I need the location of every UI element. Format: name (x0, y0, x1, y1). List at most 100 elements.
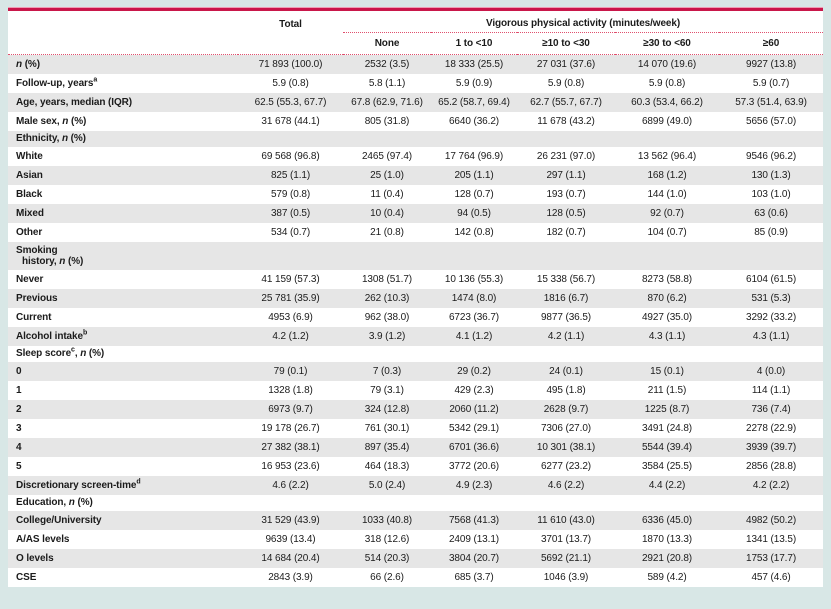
cell-value: 10 301 (38.1) (536, 441, 596, 453)
row-label: O levels (16, 552, 54, 564)
cell-value: 1328 (1.8) (268, 384, 313, 396)
cell-value: 5.9 (0.8) (648, 77, 686, 89)
cell-value: 62.5 (55.3, 67.7) (254, 96, 327, 108)
cell-value: 761 (30.1) (364, 422, 410, 434)
column-header: None (343, 32, 431, 55)
cell-value: 142 (0.8) (454, 226, 494, 238)
cell-value: 1474 (8.0) (451, 292, 497, 304)
cell-value: 429 (2.3) (454, 384, 494, 396)
section-row: Smoking history, n (%) (8, 242, 824, 270)
cell-value: 3701 (13.7) (540, 533, 592, 545)
cell-value: 8273 (58.8) (641, 273, 693, 285)
header-spacer (8, 11, 238, 33)
row-label: 2 (16, 403, 22, 415)
cell-value: 71 893 (100.0) (258, 58, 323, 70)
row-label: Mixed (16, 207, 44, 219)
row-label: 5 (16, 460, 22, 472)
section-row: Education, n (%) (8, 495, 823, 511)
cell-value: 534 (0.7) (270, 226, 311, 238)
table-row: Mixed 387 (0.5) 10 (0.4) 94 (0.5) 128 (0.5) 9… (8, 204, 824, 223)
table-row: Age, years, median (IQR) 62.5 (55.3, 67.7… (8, 93, 824, 112)
cell-value: 5.8 (1.1) (368, 77, 406, 89)
cell-value: 182 (0.7) (546, 226, 586, 238)
header-row-group: Total Vigorous physical activity (minute… (8, 11, 824, 33)
cell-value: 10 (0.4) (370, 207, 404, 219)
cell-value: 1033 (40.8) (361, 514, 413, 526)
cell-value: 962 (38.0) (364, 311, 410, 323)
cell-value: 9927 (13.8) (746, 58, 797, 70)
cell-value: 5692 (21.1) (540, 552, 592, 564)
cell-value: 103 (1.0) (751, 188, 791, 200)
cell-value: 3491 (24.8) (641, 422, 693, 434)
cell-value: 128 (0.7) (454, 188, 494, 200)
row-label: CSE (16, 571, 37, 583)
cell-value: 897 (35.4) (364, 441, 410, 453)
cell-value: 5.0 (2.4) (368, 479, 406, 491)
cell-value: 67.8 (62.9, 71.6) (351, 96, 423, 108)
cell-value: 1341 (13.5) (746, 533, 797, 545)
table-row: Other 534 (0.7) 21 (0.8) 142 (0.8) 182 (0.7)… (8, 223, 823, 242)
table-row: 5 16 953 (23.6) 464 (18.3) 3772 (20.6) 6277 … (8, 457, 823, 476)
row-label: Alcohol intakeb (16, 329, 88, 342)
cell-value: 63 (0.6) (754, 207, 788, 219)
cell-value: 579 (0.8) (270, 188, 311, 200)
cell-value: 9877 (36.5) (540, 311, 592, 323)
cell-value: 11 (0.4) (370, 188, 404, 200)
cell-value: 2628 (9.7) (543, 403, 589, 415)
cell-value: 168 (1.2) (647, 169, 687, 181)
cell-value: 85 (0.9) (754, 226, 788, 238)
cell-value: 25 781 (35.9) (261, 292, 320, 304)
row-label: A/AS levels (16, 533, 70, 545)
cell-value: 60.3 (53.4, 66.2) (631, 96, 703, 108)
table-row: Male sex, n (%) 31 678 (44.1) 805 (31.8) 66… (8, 112, 823, 131)
cell-value: 6104 (61.5) (746, 273, 797, 285)
cell-value: 4982 (50.2) (746, 514, 797, 526)
cell-value: 29 (0.2) (457, 365, 491, 377)
cell-value: 128 (0.5) (546, 207, 586, 219)
table-row: Discretionary screen-timed 4.6 (2.2) 5.0 (… (8, 476, 824, 495)
cell-value: 318 (12.6) (364, 533, 410, 545)
header-spacer (238, 32, 343, 55)
cell-value: 4953 (6.9) (268, 311, 313, 323)
cell-value: 4 (0.0) (756, 365, 786, 377)
cell-value: 7568 (41.3) (448, 514, 500, 526)
cell-value: 7306 (27.0) (540, 422, 592, 434)
cell-value: 805 (31.8) (364, 115, 410, 127)
row-label: College/University (16, 514, 102, 526)
cell-value: 5.9 (0.9) (455, 77, 493, 89)
page: Total Vigorous physical activity (minute… (8, 7, 824, 587)
table-row: 2 6973 (9.7) 324 (12.8) 2060 (11.2) 2628 (9.… (8, 400, 824, 419)
table-row: n (%) 71 893 (100.0) 2532 (3.5) 18 333 (25.… (8, 54, 824, 74)
cell-value: 13 562 (96.4) (637, 150, 697, 162)
cell-value: 10 136 (55.3) (444, 273, 504, 285)
cell-value: 26 231 (97.0) (536, 150, 596, 162)
cell-value: 1225 (8.7) (644, 403, 690, 415)
column-group-header: Vigorous physical activity (minutes/week… (343, 11, 824, 33)
cell-value: 2921 (20.8) (641, 552, 693, 564)
cell-value: 114 (1.1) (751, 384, 791, 396)
cell-value: 24 (0.1) (549, 365, 583, 377)
cell-value: 6336 (45.0) (641, 514, 693, 526)
cell-value: 31 678 (44.1) (261, 115, 320, 127)
header-spacer (8, 32, 238, 55)
cell-value: 193 (0.7) (546, 188, 586, 200)
cell-value: 21 (0.8) (370, 226, 404, 238)
row-label: 0 (16, 365, 22, 377)
cell-value: 7 (0.3) (372, 365, 402, 377)
cell-value: 130 (1.3) (751, 169, 791, 181)
cell-value: 79 (0.1) (273, 365, 308, 377)
cell-value: 4.4 (2.2) (648, 479, 686, 491)
cell-value: 736 (7.4) (751, 403, 791, 415)
cell-value: 514 (20.3) (364, 552, 410, 564)
row-label: Current (16, 311, 52, 323)
cell-value: 2278 (22.9) (746, 422, 797, 434)
row-label: Male sex, n (%) (16, 115, 87, 127)
cell-value: 1870 (13.3) (641, 533, 693, 545)
table-row: Follow-up, yearsa 5.9 (0.8) 5.8 (1.1) 5.9 (… (8, 74, 823, 93)
cell-value: 387 (0.5) (270, 207, 311, 219)
cell-value: 3292 (33.2) (746, 311, 797, 323)
cell-value: 4927 (35.0) (641, 311, 693, 323)
row-label: Other (16, 226, 43, 238)
row-label: Previous (16, 292, 58, 304)
cell-value: 16 953 (23.6) (261, 460, 320, 472)
